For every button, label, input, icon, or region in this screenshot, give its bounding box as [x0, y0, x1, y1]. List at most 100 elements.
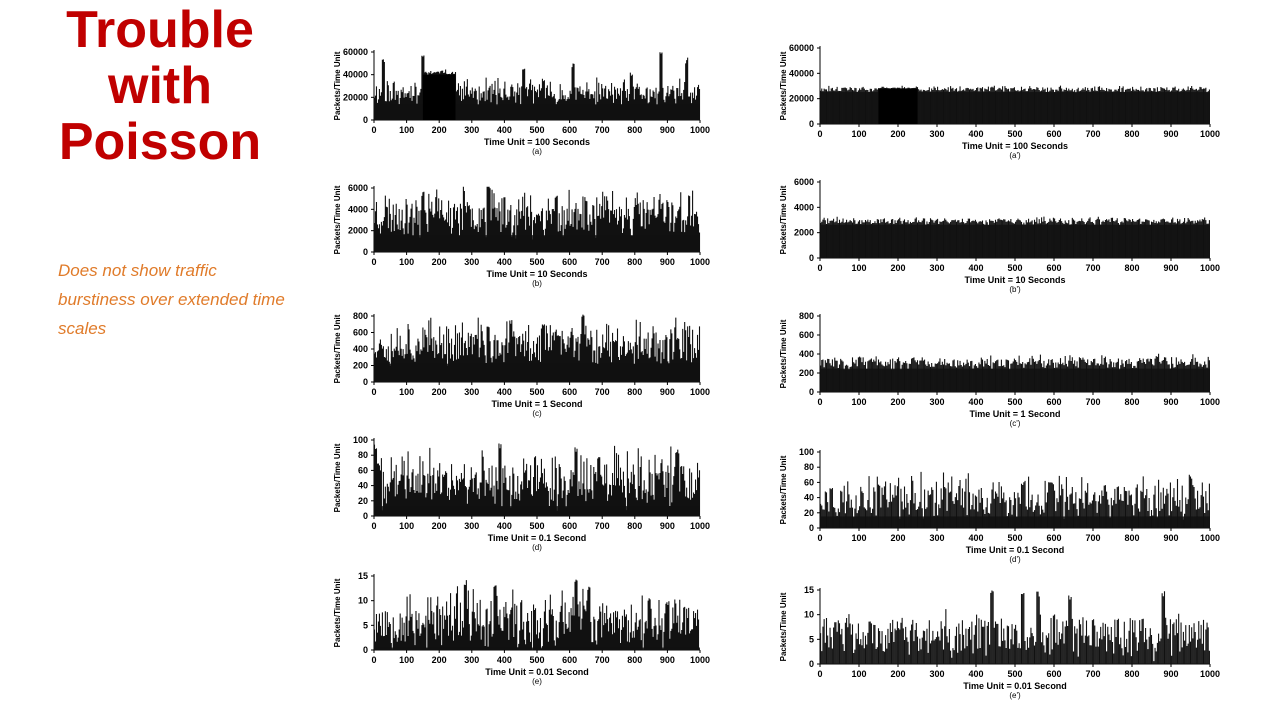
traffic-series: [373, 579, 700, 650]
x-tick-label: 1000: [1200, 263, 1220, 273]
y-tick-label: 0: [809, 119, 814, 129]
x-tick-label: 400: [497, 387, 512, 397]
x-tick-label: 600: [562, 257, 577, 267]
y-axis-label: Packets/Time Unit: [333, 314, 342, 383]
x-tick-label: 600: [1046, 397, 1061, 407]
traffic-series-body: [821, 516, 1210, 528]
x-tick-label: 400: [497, 655, 512, 665]
x-tick-label: 100: [399, 257, 414, 267]
x-tick-label: 200: [432, 387, 447, 397]
x-tick-label: 200: [890, 263, 905, 273]
slide-title: Trouble with Poisson: [58, 1, 262, 171]
chart-panel-5: 0 5 10 15 0 100 200 300 400 500 600 700 800 900 1000 Pa…: [333, 571, 710, 686]
y-tick-label: 60000: [789, 43, 814, 53]
x-tick-label: 0: [371, 257, 376, 267]
x-tick-label: 1000: [690, 655, 710, 665]
x-axis-label: Time Unit = 100 Seconds: [484, 137, 590, 147]
chart-panel-3: 0 200 400 600 800 0 100 200 300 400 500 600 700 800 90…: [333, 311, 710, 418]
panel-label: (c): [532, 409, 542, 418]
x-tick-label: 800: [627, 257, 642, 267]
x-tick-label: 500: [1007, 129, 1022, 139]
y-axis-label: Packets/Time Unit: [779, 51, 788, 120]
y-tick-label: 200: [353, 361, 368, 371]
y-tick-label: 40: [804, 493, 814, 503]
y-tick-label: 0: [363, 247, 368, 257]
chart-panel-7: 0 2000 4000 6000 0 100 200 300 400 500 600 700 800 90…: [779, 177, 1220, 294]
x-tick-label: 800: [1124, 533, 1139, 543]
x-axis-label: Time Unit = 1 Second: [969, 409, 1060, 419]
x-tick-label: 600: [1046, 263, 1061, 273]
x-axis-label: Time Unit = 0.01 Second: [963, 681, 1067, 691]
x-tick-label: 500: [1007, 533, 1022, 543]
x-tick-label: 100: [399, 655, 414, 665]
x-tick-label: 800: [627, 125, 642, 135]
traffic-series-body: [375, 363, 700, 382]
x-tick-label: 800: [1124, 263, 1139, 273]
x-tick-label: 400: [497, 125, 512, 135]
y-tick-label: 4000: [348, 204, 368, 214]
y-tick-label: 600: [353, 328, 368, 338]
y-tick-label: 60000: [343, 47, 368, 57]
panel-label: (b'): [1009, 285, 1021, 294]
x-tick-label: 900: [660, 521, 675, 531]
x-tick-label: 300: [464, 655, 479, 665]
x-axis-label: Time Unit = 0.1 Second: [966, 545, 1065, 555]
chart-panel-1: 0 20000 40000 60000 0 100 200 300 400 500 600 700 80…: [333, 47, 710, 156]
x-tick-label: 200: [890, 533, 905, 543]
x-tick-label: 500: [529, 521, 544, 531]
x-tick-label: 600: [562, 125, 577, 135]
x-tick-label: 700: [1085, 397, 1100, 407]
traffic-series-body: [375, 235, 700, 252]
y-axis-label: Packets/Time Unit: [779, 592, 788, 661]
traffic-series: [820, 590, 1210, 664]
x-tick-label: 100: [399, 521, 414, 531]
y-tick-label: 20000: [789, 94, 814, 104]
x-tick-label: 200: [890, 669, 905, 679]
x-tick-label: 1000: [690, 125, 710, 135]
x-tick-label: 700: [595, 655, 610, 665]
x-tick-label: 300: [464, 125, 479, 135]
figure-right-poisson-traffic: 0 20000 40000 60000 0 100 200 300 400 500 600 700 80…: [724, 34, 1242, 718]
x-tick-label: 800: [627, 521, 642, 531]
x-tick-label: 800: [1124, 397, 1139, 407]
y-tick-label: 20: [804, 508, 814, 518]
x-tick-label: 300: [464, 257, 479, 267]
x-tick-label: 600: [562, 521, 577, 531]
x-axis-label: Time Unit = 10 Seconds: [964, 275, 1065, 285]
x-tick-label: 0: [371, 521, 376, 531]
x-tick-label: 700: [1085, 129, 1100, 139]
x-tick-label: 0: [817, 129, 822, 139]
y-tick-label: 400: [799, 349, 814, 359]
x-tick-label: 300: [929, 397, 944, 407]
x-axis-label: Time Unit = 10 Seconds: [486, 269, 587, 279]
y-axis-label: Packets/Time Unit: [333, 578, 342, 647]
x-tick-label: 700: [1085, 669, 1100, 679]
y-tick-label: 60: [358, 465, 368, 475]
x-tick-label: 100: [851, 533, 866, 543]
y-tick-label: 20000: [343, 92, 368, 102]
y-tick-label: 2000: [794, 228, 814, 238]
panel-label: (b): [532, 279, 542, 288]
x-tick-label: 900: [660, 655, 675, 665]
traffic-series: [373, 443, 701, 516]
panel-label: (d): [532, 543, 542, 552]
y-tick-label: 6000: [348, 183, 368, 193]
y-tick-label: 20: [358, 496, 368, 506]
y-axis-label: Packets/Time Unit: [333, 443, 342, 512]
y-tick-label: 80: [804, 462, 814, 472]
y-tick-label: 5: [809, 634, 814, 644]
x-tick-label: 900: [660, 387, 675, 397]
traffic-burst: [878, 88, 918, 124]
chart-panel-8: 0 200 400 600 800 0 100 200 300 400 500 600 700 800 90…: [779, 311, 1220, 428]
x-tick-label: 700: [1085, 533, 1100, 543]
x-tick-label: 800: [627, 655, 642, 665]
traffic-burst: [422, 74, 456, 120]
traffic-series-body: [375, 647, 700, 650]
figure-left-measured-traffic: 0 20000 40000 60000 0 100 200 300 400 500 600 700 80…: [296, 36, 720, 706]
x-tick-label: 0: [817, 397, 822, 407]
x-axis-label: Time Unit = 100 Seconds: [962, 141, 1068, 151]
y-tick-label: 600: [799, 330, 814, 340]
chart-panel-10: 0 5 10 15 0 100 200 300 400 500 600 700 800 900 1000 Pa…: [779, 585, 1220, 700]
